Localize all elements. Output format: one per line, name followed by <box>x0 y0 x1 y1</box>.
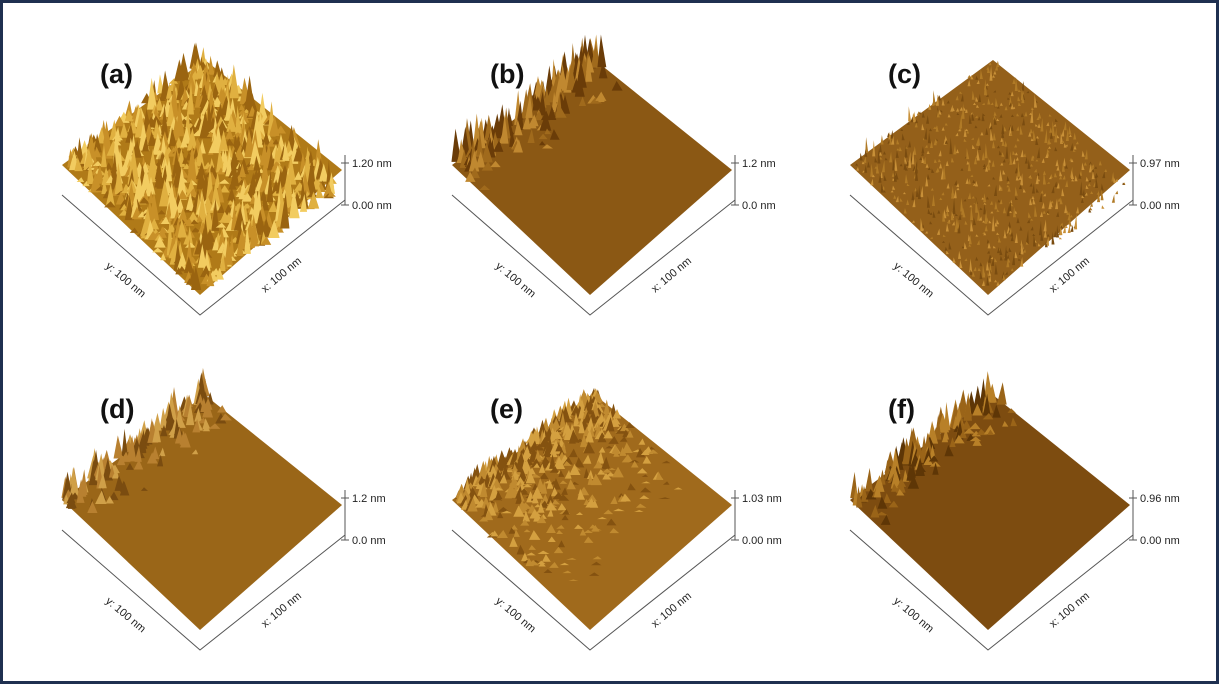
figure: (a)1.20 nm0.00 nmy: 100 nmx: 100 nm(b)1.… <box>0 0 1219 684</box>
z-max-label: 0.97 nm <box>1140 158 1180 170</box>
z-min-label: 0.00 nm <box>1140 535 1180 547</box>
panel-label: (d) <box>100 394 134 424</box>
z-max-label: 1.03 nm <box>742 493 782 505</box>
panel-label: (b) <box>490 59 524 89</box>
panel-label: (c) <box>888 59 921 89</box>
z-max-label: 1.2 nm <box>742 158 776 170</box>
z-min-label: 0.00 nm <box>1140 200 1180 212</box>
z-max-label: 0.96 nm <box>1140 493 1180 505</box>
z-max-label: 1.20 nm <box>352 158 392 170</box>
z-max-label: 1.2 nm <box>352 493 386 505</box>
panel-label: (a) <box>100 59 133 89</box>
panel-label: (f) <box>888 394 915 424</box>
z-min-label: 0.0 nm <box>352 535 386 547</box>
z-min-label: 0.00 nm <box>352 200 392 212</box>
panel-label: (e) <box>490 394 523 424</box>
z-min-label: 0.00 nm <box>742 535 782 547</box>
z-min-label: 0.0 nm <box>742 200 776 212</box>
